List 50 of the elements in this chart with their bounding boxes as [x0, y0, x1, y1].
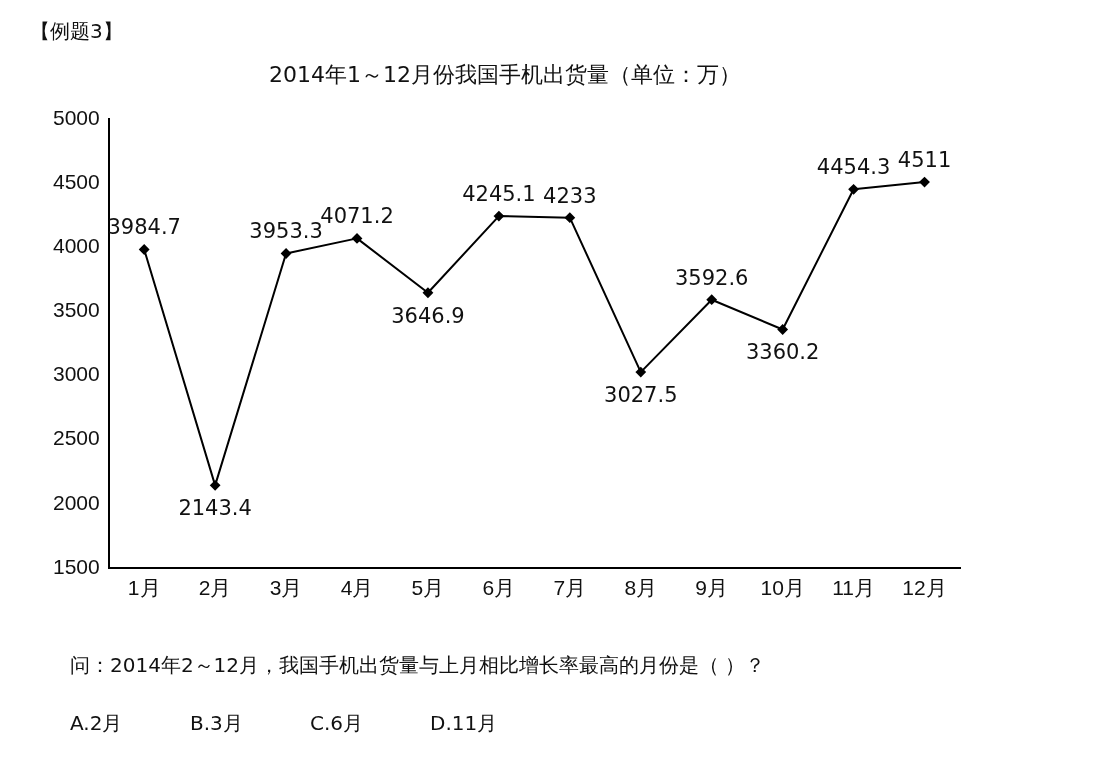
point	[706, 294, 717, 305]
point	[635, 367, 646, 378]
data-label: 3646.9	[391, 303, 465, 328]
y-tick-label: 3500	[53, 298, 100, 322]
point	[564, 212, 575, 223]
data-label: 3953.3	[249, 219, 323, 244]
x-tick-label: 2月	[198, 576, 232, 600]
x-tick-label: 11月	[832, 576, 875, 600]
x-tick-label: 5月	[411, 576, 445, 600]
y-tick-label: 4500	[53, 170, 100, 194]
x-tick-label: 9月	[695, 576, 729, 600]
data-label: 4454.3	[816, 155, 891, 180]
point	[281, 248, 292, 259]
x-tick-label: 8月	[624, 576, 658, 600]
data-label: 4245.1	[462, 182, 536, 207]
x-tick-label: 10月	[760, 576, 805, 600]
text: D.11月	[430, 710, 498, 737]
point	[777, 324, 788, 335]
y-tick-label: 3000	[53, 362, 100, 386]
x-tick-label: 4月	[340, 576, 374, 600]
data-label: 4071.2	[320, 204, 394, 229]
point	[422, 287, 433, 298]
x-tick-label: 3月	[269, 576, 303, 600]
data-label: 3592.6	[674, 265, 749, 290]
data-label: 4511	[897, 148, 952, 172]
data-label: 4233	[543, 183, 597, 208]
point	[848, 184, 859, 195]
data-label: 3360.2	[745, 340, 820, 365]
x-tick-label: 12月	[902, 576, 947, 600]
point	[139, 244, 150, 255]
text: B.3月	[190, 710, 243, 737]
text: 问：2014年2～12月，我国手机出货量与上月相比增长率最高的月份是（ ）？	[70, 652, 766, 679]
y-tick-label: 1500	[53, 554, 100, 578]
chart-title: 2014年1～12月份我国手机出货量（单位：万）	[269, 61, 741, 87]
point	[210, 480, 221, 491]
data-label: 3027.5	[604, 383, 678, 408]
y-tick-label: 5000	[53, 106, 100, 130]
x-tick-label: 1月	[127, 576, 161, 600]
point	[493, 211, 504, 222]
data-label: 2143.4	[178, 496, 252, 521]
text: A.2月	[70, 710, 123, 737]
x-tick-label: 6月	[482, 576, 516, 600]
text: C.6月	[310, 710, 364, 737]
point	[919, 177, 930, 188]
y-tick-label: 2000	[53, 490, 100, 514]
x-tick-label: 7月	[553, 576, 587, 600]
y-tick-label: 2500	[53, 426, 100, 450]
point	[352, 233, 363, 244]
y-tick-label: 4000	[53, 234, 100, 258]
text: 【例题3】	[30, 18, 123, 45]
